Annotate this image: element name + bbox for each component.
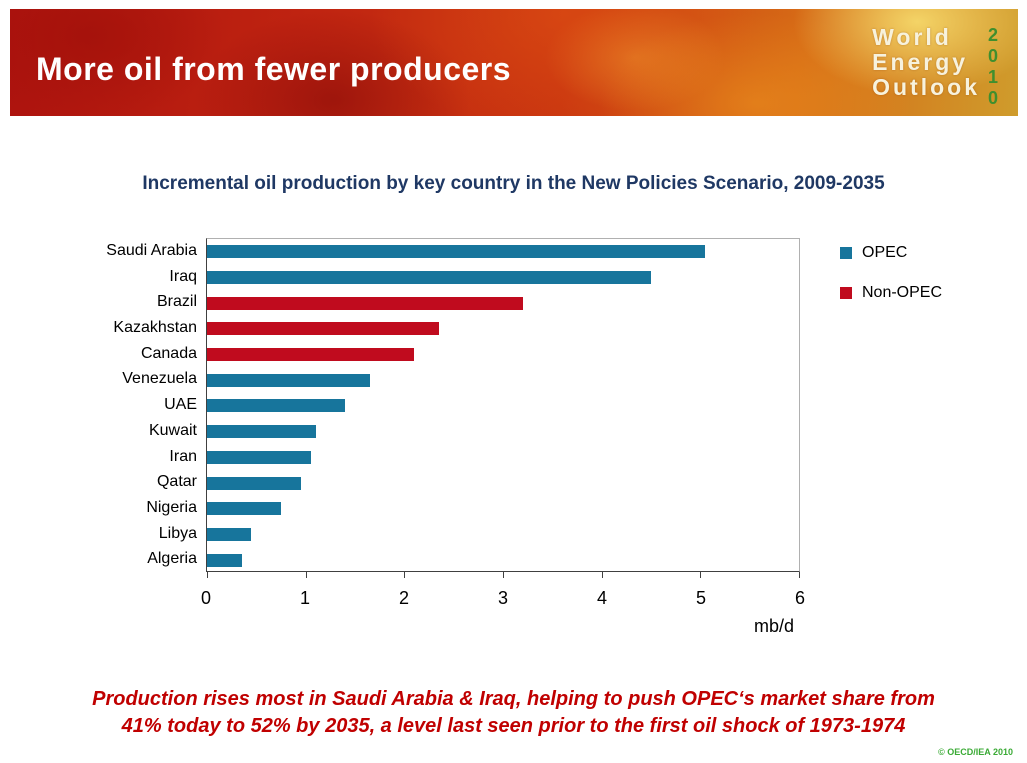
category-label: Qatar [156,473,197,491]
legend-swatch [840,287,852,299]
category-label: Venezuela [122,370,197,388]
legend: OPEC Non-OPEC [840,244,942,324]
plot-area [206,238,800,578]
bar [207,296,523,310]
x-axis-label: mb/d [753,616,794,636]
tick-label: 2 [398,588,410,608]
chart-row [207,419,799,445]
category-label: UAE [164,396,197,414]
header-banner: More oil from fewer producers World Ener… [10,9,1018,116]
chart-row [207,445,799,471]
weo-logo-words: World Energy Outlook [872,25,980,100]
tick-label: 3 [497,588,509,608]
tick-label: 4 [596,588,608,608]
category-label: Iran [169,447,197,465]
chart-row [207,239,799,265]
category-label: Brazil [156,293,197,311]
bar [207,348,415,362]
bar [207,425,316,439]
chart-row [207,522,799,548]
weo-logo-year: 2010 [983,25,1003,109]
category-label: Kuwait [148,421,197,439]
tick-mark [799,572,800,578]
logo-word-world: World [872,24,952,50]
category-label: Saudi Arabia [106,242,197,259]
bar [207,322,439,336]
logo-word-energy: Energy [872,49,969,75]
bar-chart: Saudi Arabia Iraq Brazil Kazakhstan Canada Ve… [62,238,942,637]
footer-line-2: 41% today to 52% by 2035, a level last s… [121,715,906,737]
tick-mark [700,572,702,578]
footer-line-1: Production rises most in Saudi Arabia & … [92,688,935,710]
footer-message: Production rises most in Saudi Arabia & … [0,686,1027,740]
tick-mark [207,572,208,578]
chart-row [207,393,799,419]
bar [207,373,370,387]
plot-wrap: 0 1 2 3 4 5 6 mb/d [201,238,805,637]
category-label: Nigeria [146,498,197,516]
slide-title: More oil from fewer producers [36,51,512,87]
category-label: Canada [140,344,197,362]
tick-label: 6 [794,588,806,608]
tick-mark [404,572,406,578]
chart-row [207,496,799,522]
category-label: Iraq [169,267,197,285]
copyright: © OECD/IEA 2010 [938,747,1013,757]
chart-title: Incremental oil production by key countr… [142,173,885,194]
bar [207,502,281,516]
bar [207,399,346,413]
category-label: Kazakhstan [113,319,197,337]
tick-mark [305,572,307,578]
chart-row [207,547,799,573]
chart-row [207,316,799,342]
chart-row [207,367,799,393]
bar [207,527,252,541]
category-label: Algeria [147,550,197,568]
tick-label: 0 [200,588,212,608]
tick-mark [503,572,504,578]
bar [207,245,706,259]
bar [207,553,242,567]
x-axis-ticks: 0 1 2 3 4 5 6 [201,588,805,610]
chart-row [207,290,799,316]
bar [207,271,651,285]
chart-row [207,342,799,368]
bar [207,450,311,464]
bar [207,476,301,490]
tick-label: 5 [695,588,707,608]
chart-row [207,265,799,291]
weo-logo: World Energy Outlook 2010 [872,25,1003,110]
category-label: Libya [158,524,197,542]
legend-swatch [840,247,852,259]
legend-item: OPEC [840,244,942,262]
legend-item: Non-OPEC [840,284,942,302]
tick-label: 1 [299,588,311,608]
category-labels: Saudi Arabia Iraq Brazil Kazakhstan Canada Ve… [62,238,206,572]
tick-mark [601,572,603,578]
legend-label: Non-OPEC [862,284,943,301]
legend-label: OPEC [862,244,908,261]
chart-row [207,470,799,496]
logo-word-outlook: Outlook [872,74,980,100]
